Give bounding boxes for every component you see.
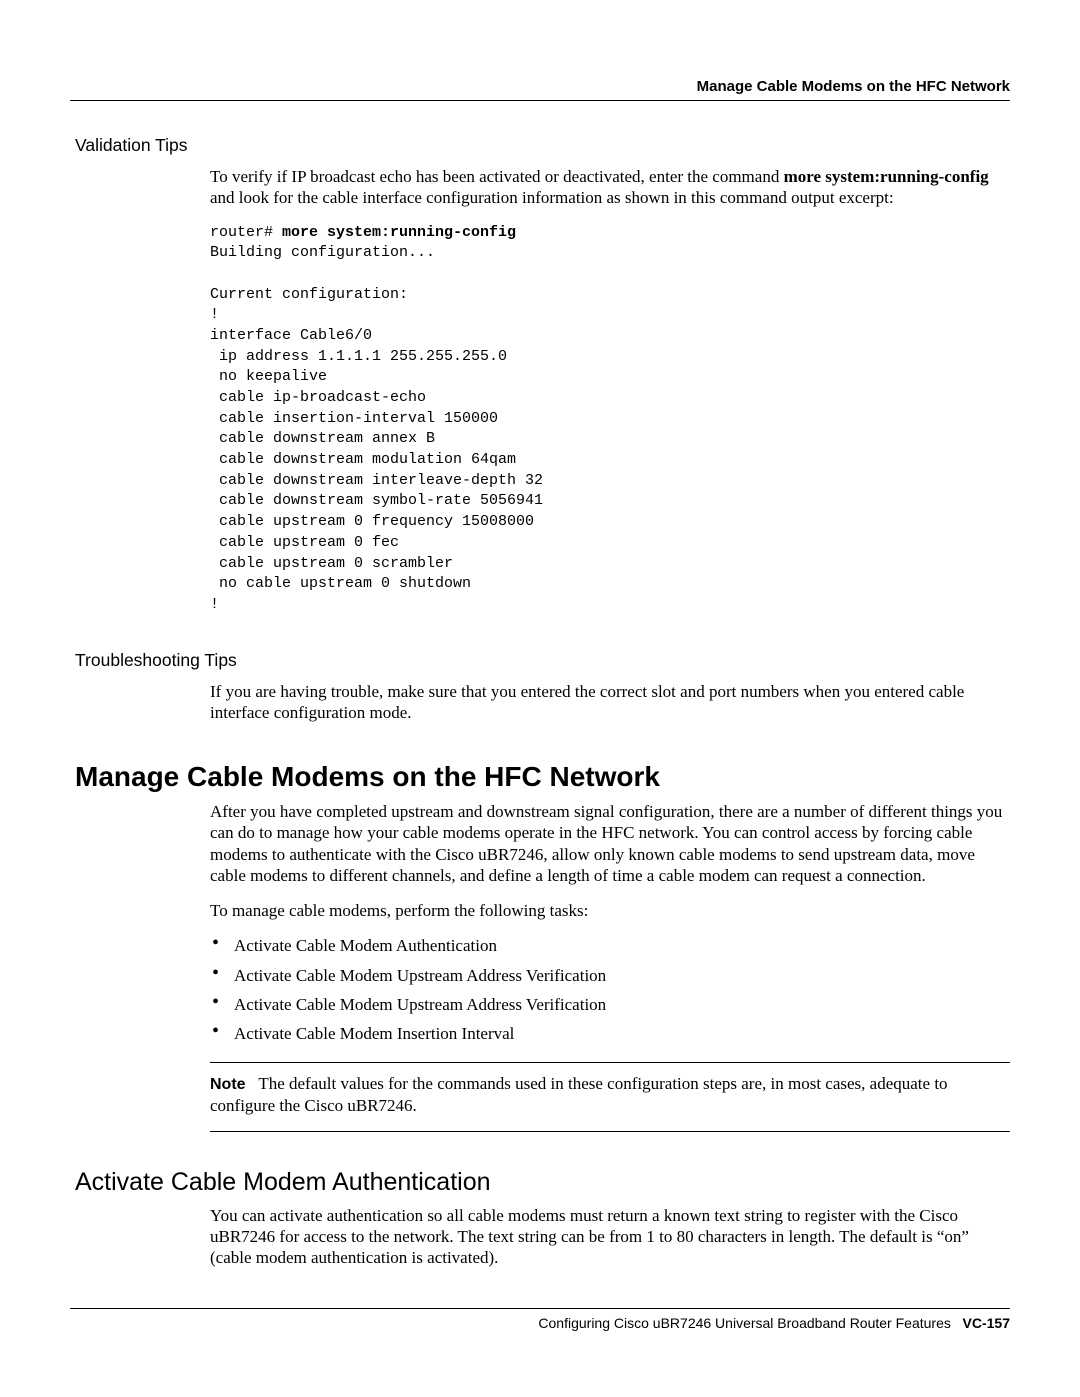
text-run: To verify if IP broadcast echo has been …	[210, 167, 784, 186]
header-rule	[70, 100, 1010, 101]
content-area: Validation Tips To verify if IP broadcas…	[75, 135, 1010, 1282]
manage-tasks-lead: To manage cable modems, perform the foll…	[210, 900, 1010, 921]
note-label: Note	[210, 1076, 246, 1093]
footer-rule	[70, 1308, 1010, 1309]
note-paragraph: Note The default values for the commands…	[210, 1073, 1010, 1116]
footer-doc-title: Configuring Cisco uBR7246 Universal Broa…	[538, 1315, 950, 1331]
command-bold: more system:running-config	[784, 167, 989, 186]
list-item: Activate Cable Modem Insertion Interval	[210, 1023, 1010, 1044]
manage-bullets: Activate Cable Modem Authentication Acti…	[210, 935, 1010, 1044]
footer-text: Configuring Cisco uBR7246 Universal Broa…	[70, 1315, 1010, 1331]
validation-tips-heading: Validation Tips	[75, 135, 1010, 156]
troubleshooting-body: If you are having trouble, make sure tha…	[210, 681, 1010, 724]
note-text: The default values for the commands used…	[210, 1074, 948, 1115]
page-footer: Configuring Cisco uBR7246 Universal Broa…	[70, 1308, 1010, 1331]
list-item: Activate Cable Modem Authentication	[210, 935, 1010, 956]
note-rule-bottom	[210, 1131, 1010, 1132]
footer-page-number: VC-157	[963, 1315, 1010, 1331]
page: Manage Cable Modems on the HFC Network V…	[0, 0, 1080, 1397]
code-prompt: router#	[210, 224, 282, 241]
manage-intro: After you have completed upstream and do…	[210, 801, 1010, 886]
list-item: Activate Cable Modem Upstream Address Ve…	[210, 994, 1010, 1015]
running-header: Manage Cable Modems on the HFC Network	[697, 78, 1010, 95]
troubleshooting-paragraph: If you are having trouble, make sure tha…	[210, 681, 1010, 724]
auth-body: You can activate authentication so all c…	[210, 1205, 1010, 1269]
validation-paragraph: To verify if IP broadcast echo has been …	[210, 166, 1010, 209]
validation-body: To verify if IP broadcast echo has been …	[210, 166, 1010, 616]
manage-body: After you have completed upstream and do…	[210, 801, 1010, 1132]
section-h1: Manage Cable Modems on the HFC Network	[75, 761, 1010, 793]
troubleshooting-heading: Troubleshooting Tips	[75, 650, 1010, 671]
note-rule-top	[210, 1062, 1010, 1063]
code-command: more system:running-config	[282, 224, 516, 241]
code-block: router# more system:running-config Build…	[210, 223, 1010, 616]
list-item: Activate Cable Modem Upstream Address Ve…	[210, 965, 1010, 986]
spacer	[75, 616, 1010, 650]
text-run: and look for the cable interface configu…	[210, 188, 894, 207]
section-h2: Activate Cable Modem Authentication	[75, 1168, 1010, 1197]
auth-paragraph: You can activate authentication so all c…	[210, 1205, 1010, 1269]
code-output: Building configuration... Current config…	[210, 244, 543, 613]
